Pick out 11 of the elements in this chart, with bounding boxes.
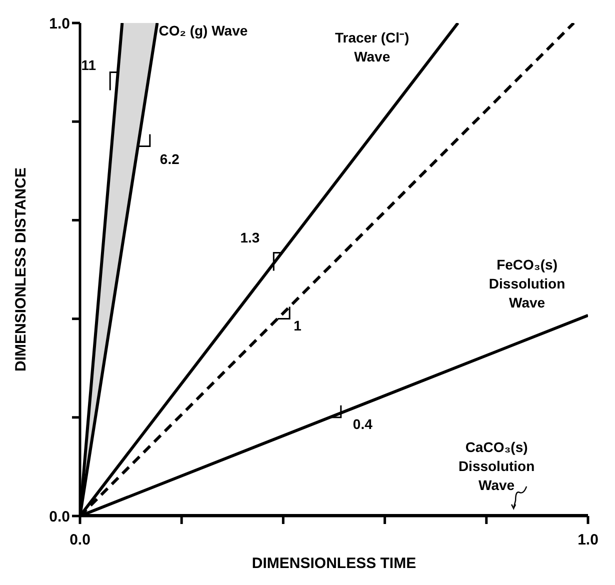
- x-axis-title: DIMENSIONLESS TIME: [252, 555, 416, 572]
- series-label: FeCO₃(s) Dissolution Wave: [488, 256, 566, 310]
- annotation: 1.3: [240, 229, 260, 246]
- annotation: 1: [294, 318, 302, 334]
- series-label: CaCO₃(s) Dissolution Wave: [458, 438, 535, 493]
- y-axis-title: DIMENSIONLESS DISTANCE: [12, 168, 30, 372]
- annotation: 0.4: [352, 416, 373, 432]
- annotation: 11: [81, 57, 96, 74]
- series-label: Tracer (Cl⁻) Wave: [334, 30, 410, 65]
- annotation: 6.2: [160, 150, 180, 167]
- series-label: CO₂ (g) Wave: [158, 22, 248, 38]
